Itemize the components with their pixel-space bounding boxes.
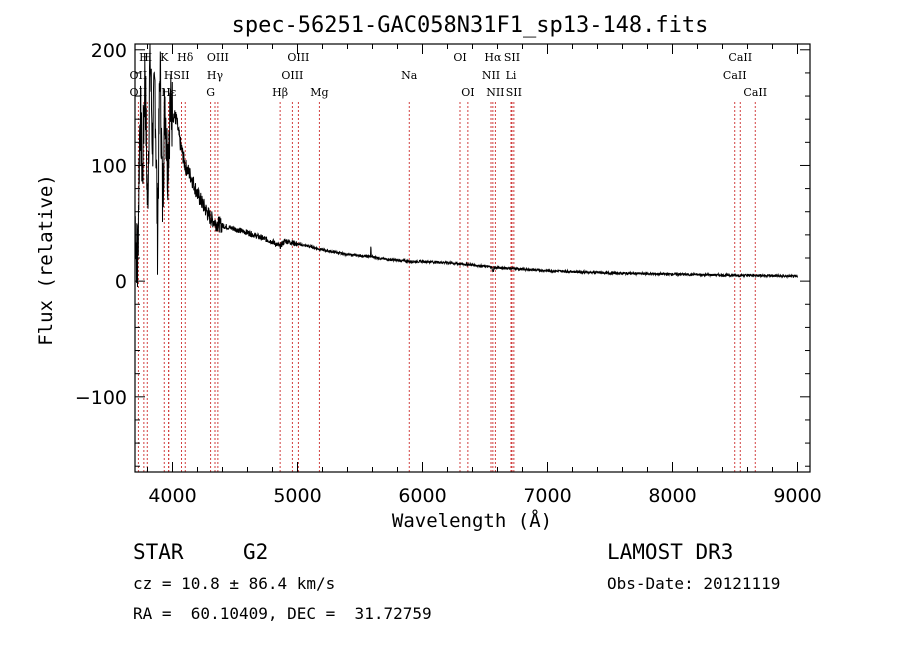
y-tick-label: 100 — [91, 155, 127, 177]
x-tick-label: 8000 — [648, 485, 696, 507]
line-label: Hδ — [177, 51, 194, 64]
line-label: CaII — [743, 86, 767, 99]
line-label: Mg — [310, 86, 328, 99]
line-label: Hε — [161, 86, 177, 99]
object-class: STAR — [133, 540, 184, 564]
line-label: OII — [130, 86, 148, 99]
y-axis: −100 0 100 200 — [75, 40, 810, 467]
line-label: Hα — [484, 51, 502, 64]
x-axis-label: Wavelength (Å) — [392, 509, 552, 532]
y-tick-label: 200 — [91, 40, 127, 62]
line-label: H — [164, 69, 174, 82]
x-tick-label: 5000 — [273, 485, 321, 507]
line-label: SII — [173, 69, 189, 82]
line-label: K — [160, 51, 169, 64]
chart-title: spec-56251-GAC058N31F1_sp13-148.fits — [232, 13, 709, 38]
emission-line-markers — [137, 102, 756, 472]
x-tick-label: 6000 — [398, 485, 446, 507]
sky-coordinates: RA = 60.10409, DEC = 31.72759 — [133, 604, 432, 623]
line-label: Na — [401, 69, 418, 82]
line-label: SII — [504, 51, 520, 64]
line-label: H — [139, 51, 149, 64]
x-tick-label: 9000 — [773, 485, 821, 507]
line-label: NII — [482, 69, 500, 82]
line-label: NII — [486, 86, 504, 99]
plot-frame — [134, 43, 811, 473]
line-label: SII — [506, 86, 522, 99]
survey-name: LAMOST DR3 — [607, 540, 734, 564]
line-label: OIII — [281, 69, 303, 82]
y-tick-label: −100 — [75, 387, 127, 409]
line-label: OIII — [207, 51, 229, 64]
line-label: Hβ — [272, 86, 288, 99]
redshift-cz: cz = 10.8 ± 86.4 km/s — [133, 574, 336, 593]
line-label: Hγ — [207, 69, 224, 82]
line-label: H — [142, 51, 152, 64]
line-label: Li — [506, 69, 517, 82]
line-label: OII — [130, 69, 148, 82]
y-tick-label: 0 — [115, 271, 127, 293]
line-label: CaII — [723, 69, 747, 82]
line-label: G — [206, 86, 215, 99]
observation-date: Obs-Date: 20121119 — [607, 574, 781, 593]
x-tick-label: 7000 — [523, 485, 571, 507]
line-label: CaII — [728, 51, 752, 64]
spectrum-series — [134, 43, 798, 288]
y-axis-label: Flux (relative) — [35, 174, 57, 346]
line-label: OI — [453, 51, 466, 64]
line-label: OIII — [287, 51, 309, 64]
x-axis: 4000 5000 6000 7000 8000 9000 — [147, 44, 822, 507]
x-tick-label: 4000 — [148, 485, 196, 507]
object-subclass: G2 — [243, 540, 269, 564]
spectrum-line — [134, 43, 798, 288]
line-label: OI — [461, 86, 474, 99]
